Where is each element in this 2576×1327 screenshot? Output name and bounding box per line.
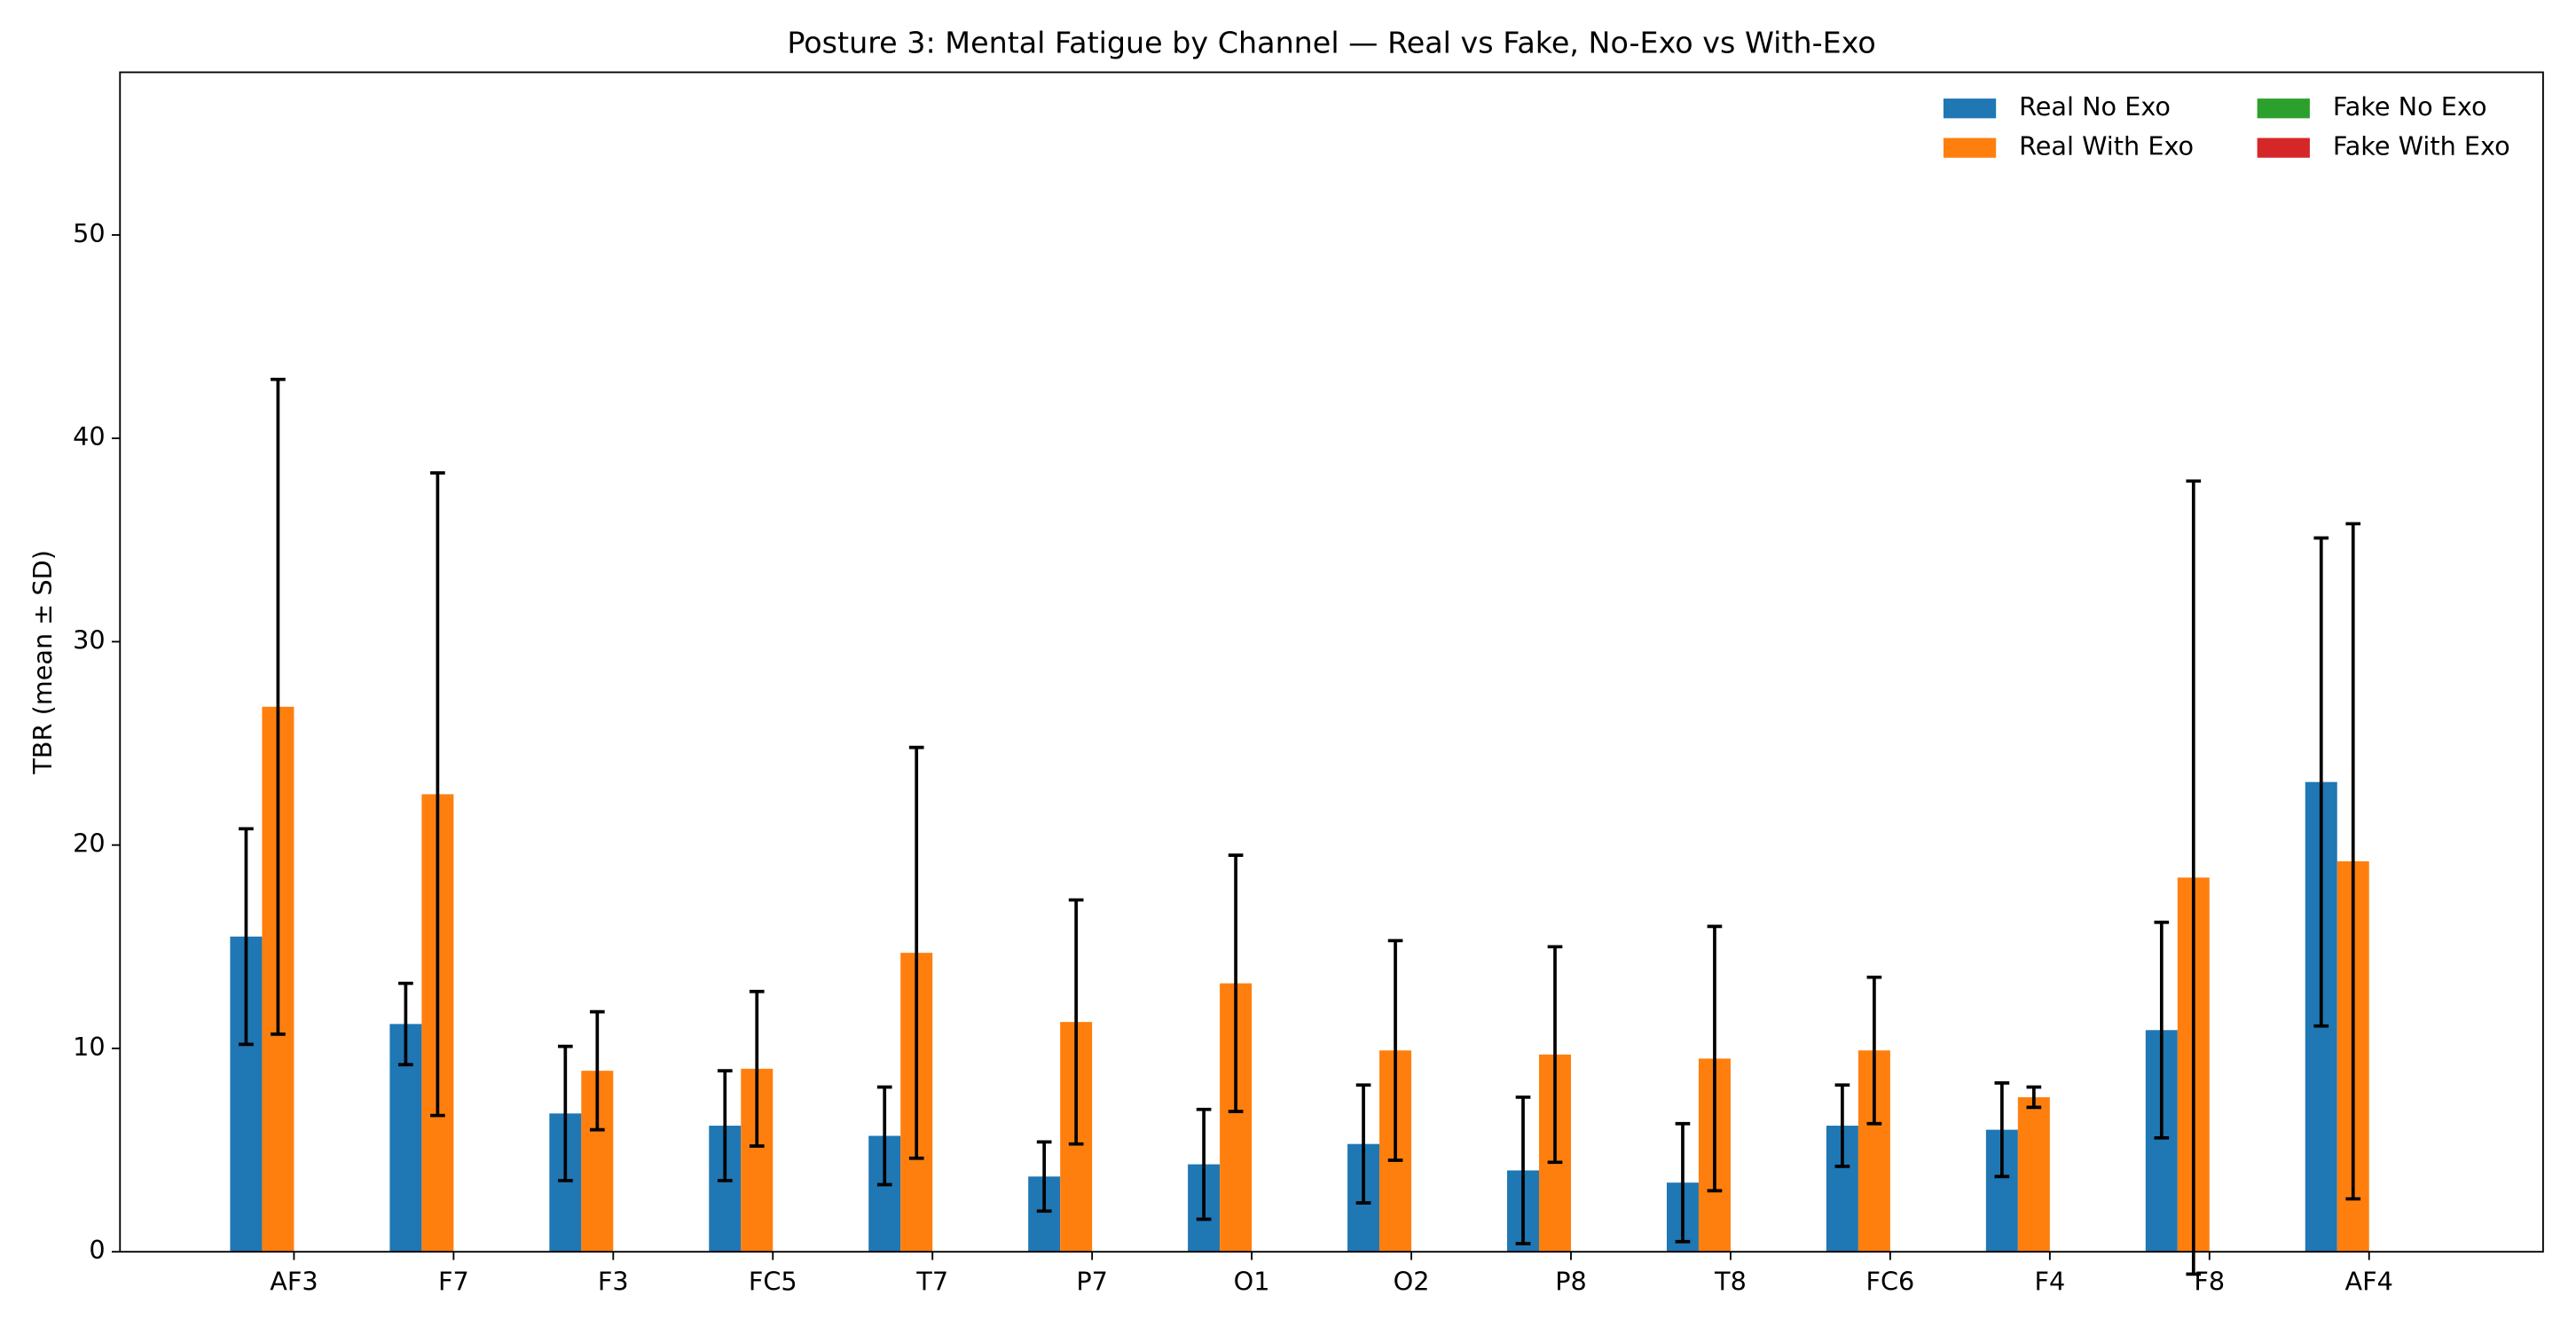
- chart-title: Posture 3: Mental Fatigue by Channel — R…: [787, 26, 1875, 60]
- legend-label: Fake No Exo: [2333, 91, 2487, 122]
- x-tick-label: P8: [1555, 1266, 1587, 1296]
- error-bar: [1866, 975, 1882, 1126]
- x-tick-label: FC5: [749, 1266, 797, 1296]
- error-bar: [717, 1069, 733, 1182]
- error-bar: [1355, 1083, 1371, 1205]
- y-axis-label: TBR (mean ± SD): [27, 550, 58, 775]
- error-bar: [1834, 1083, 1850, 1168]
- x-tick-label: FC6: [1865, 1266, 1914, 1296]
- error-bar: [2026, 1085, 2042, 1110]
- x-tick-label: T8: [1714, 1266, 1747, 1296]
- x-tick-label: T7: [915, 1266, 948, 1296]
- error-bar: [749, 989, 765, 1148]
- y-tick-label: 40: [73, 421, 106, 451]
- error-bar: [1196, 1107, 1212, 1221]
- y-tick-label: 30: [73, 624, 106, 655]
- error-bar: [908, 745, 924, 1160]
- error-bar: [589, 1009, 605, 1132]
- error-bar: [1515, 1095, 1531, 1245]
- error-bar: [1036, 1140, 1052, 1213]
- x-tick-label: F4: [2034, 1266, 2065, 1296]
- error-bar: [1068, 898, 1084, 1146]
- y-tick-label: 0: [89, 1235, 105, 1265]
- error-bar: [271, 377, 286, 1036]
- legend-swatch: [2257, 98, 2310, 119]
- x-tick-label: F3: [598, 1266, 629, 1296]
- y-tick-label: 10: [73, 1032, 106, 1062]
- y-tick-label: 50: [73, 218, 106, 248]
- error-bar: [2345, 522, 2361, 1201]
- legend-label: Real With Exo: [2019, 131, 2194, 161]
- x-tick-label: P7: [1076, 1266, 1108, 1296]
- error-bar: [1994, 1081, 2010, 1179]
- plot-frame: [119, 71, 2544, 1253]
- error-bar: [1387, 938, 1403, 1162]
- error-bar: [398, 981, 413, 1067]
- error-bar: [876, 1085, 892, 1187]
- error-bar: [557, 1044, 573, 1182]
- bar: [2017, 1096, 2050, 1252]
- x-tick-label: O1: [1234, 1266, 1270, 1296]
- error-bar: [1675, 1121, 1691, 1244]
- x-tick-label: F7: [438, 1266, 469, 1296]
- error-bar: [1228, 853, 1244, 1113]
- x-tick-label: AF3: [270, 1266, 318, 1296]
- legend-label: Real No Exo: [2019, 91, 2171, 122]
- x-tick-label: F8: [2194, 1266, 2225, 1296]
- x-tick-label: O2: [1394, 1266, 1430, 1296]
- error-bar: [2154, 920, 2170, 1140]
- error-bar: [239, 827, 254, 1047]
- error-bar: [1547, 945, 1563, 1165]
- x-tick-label: AF4: [2345, 1266, 2393, 1296]
- legend-swatch: [1943, 98, 1997, 119]
- y-tick-label: 20: [73, 828, 106, 859]
- error-bar: [2186, 479, 2202, 1276]
- error-bar: [2313, 536, 2329, 1028]
- legend-swatch: [1943, 137, 1997, 158]
- legend-swatch: [2257, 137, 2310, 158]
- legend-label: Fake With Exo: [2333, 131, 2510, 161]
- error-bar: [430, 471, 445, 1118]
- error-bar: [1707, 924, 1723, 1193]
